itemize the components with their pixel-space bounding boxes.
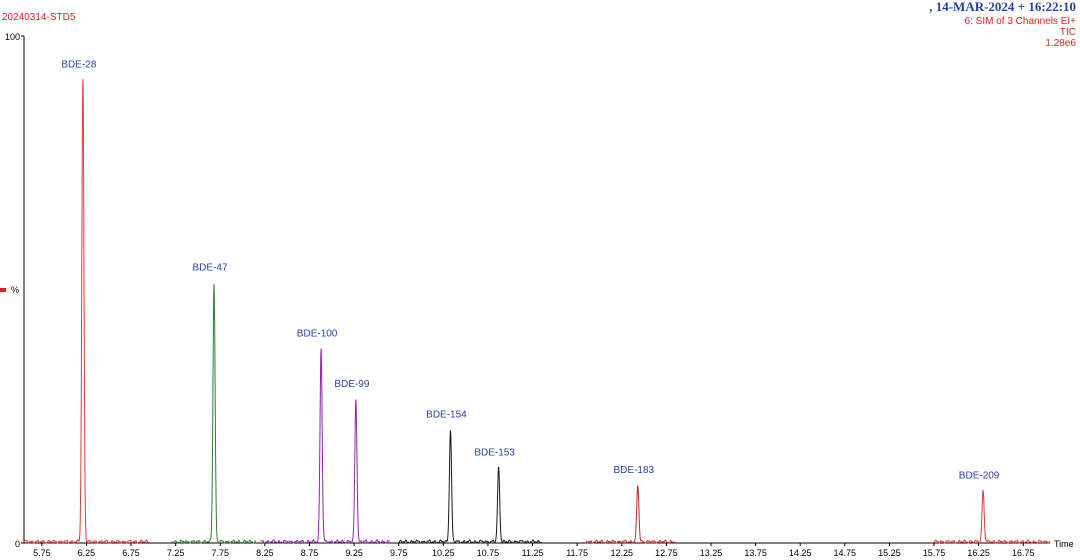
x-tick-label: 16.75 [1012, 548, 1035, 558]
intensity-scale: 1.28e6 [1045, 38, 1076, 49]
peak-label: BDE-183 [614, 465, 655, 476]
x-axis-label: Time [1054, 539, 1074, 549]
sample-name: 20240314-STD5 [2, 12, 76, 23]
peak-labels: BDE-28 BDE-47 BDE-100 BDE-99 BDE-154 BDE-153 B… [61, 60, 999, 482]
y-axis-label: % [11, 285, 19, 295]
trace-segment [23, 78, 150, 544]
x-tick-label: 9.25 [345, 548, 363, 558]
peak-label: BDE-99 [334, 379, 369, 390]
peak-label: BDE-153 [474, 447, 515, 458]
x-tick-label: 9.75 [390, 548, 408, 558]
function-description: 6: SIM of 3 Channels EI+ [964, 16, 1076, 27]
x-tick-label: 15.75 [923, 548, 946, 558]
x-tick-label: 16.25 [967, 548, 990, 558]
x-tick-label: 14.25 [789, 548, 812, 558]
x-tick-label: 7.75 [212, 548, 230, 558]
x-tick-label: 6.25 [78, 548, 96, 558]
x-tick-label: 11.25 [522, 548, 544, 558]
x-tick-label: 14.75 [834, 548, 857, 558]
trace-type: TIC [1059, 27, 1076, 38]
x-tick-label: 11.75 [566, 548, 588, 558]
acquisition-datetime: , 14-MAR-2024 + 16:22:10 [929, 0, 1076, 14]
y-tick-label-bottom: 0 [15, 539, 20, 549]
traces [23, 78, 1051, 544]
x-tick-label: 7.25 [167, 548, 185, 558]
trace-segment [933, 489, 1051, 544]
peak-label: BDE-47 [193, 262, 228, 273]
x-ticks: 5.75 6.25 6.75 7.25 7.75 8.25 8.75 9.25 9.75 10.2… [33, 543, 1035, 558]
x-tick-label: 13.75 [744, 548, 767, 558]
trace-segment [260, 348, 391, 544]
x-tick-label: 15.25 [878, 548, 901, 558]
trace-segment [585, 485, 676, 544]
peak-label: BDE-100 [297, 328, 338, 339]
peak-label: BDE-28 [61, 60, 96, 71]
x-tick-label: 6.75 [122, 548, 140, 558]
x-tick-label: 5.75 [33, 548, 51, 558]
x-tick-label: 12.75 [655, 548, 678, 558]
percent-marker [0, 288, 6, 292]
axes: 100 0 % Time [0, 32, 1074, 549]
x-tick-label: 8.75 [301, 548, 319, 558]
x-tick-label: 8.25 [256, 548, 274, 558]
x-tick-label: 13.25 [700, 548, 723, 558]
peak-label: BDE-209 [959, 470, 1000, 481]
x-tick-label: 12.25 [610, 548, 633, 558]
trace-segment [170, 283, 257, 544]
peak-label: BDE-154 [426, 409, 467, 420]
y-tick-label-top: 100 [5, 32, 20, 42]
x-tick-label: 10.25 [432, 548, 455, 558]
trace-segment [398, 430, 542, 544]
x-tick-label: 10.75 [477, 548, 500, 558]
